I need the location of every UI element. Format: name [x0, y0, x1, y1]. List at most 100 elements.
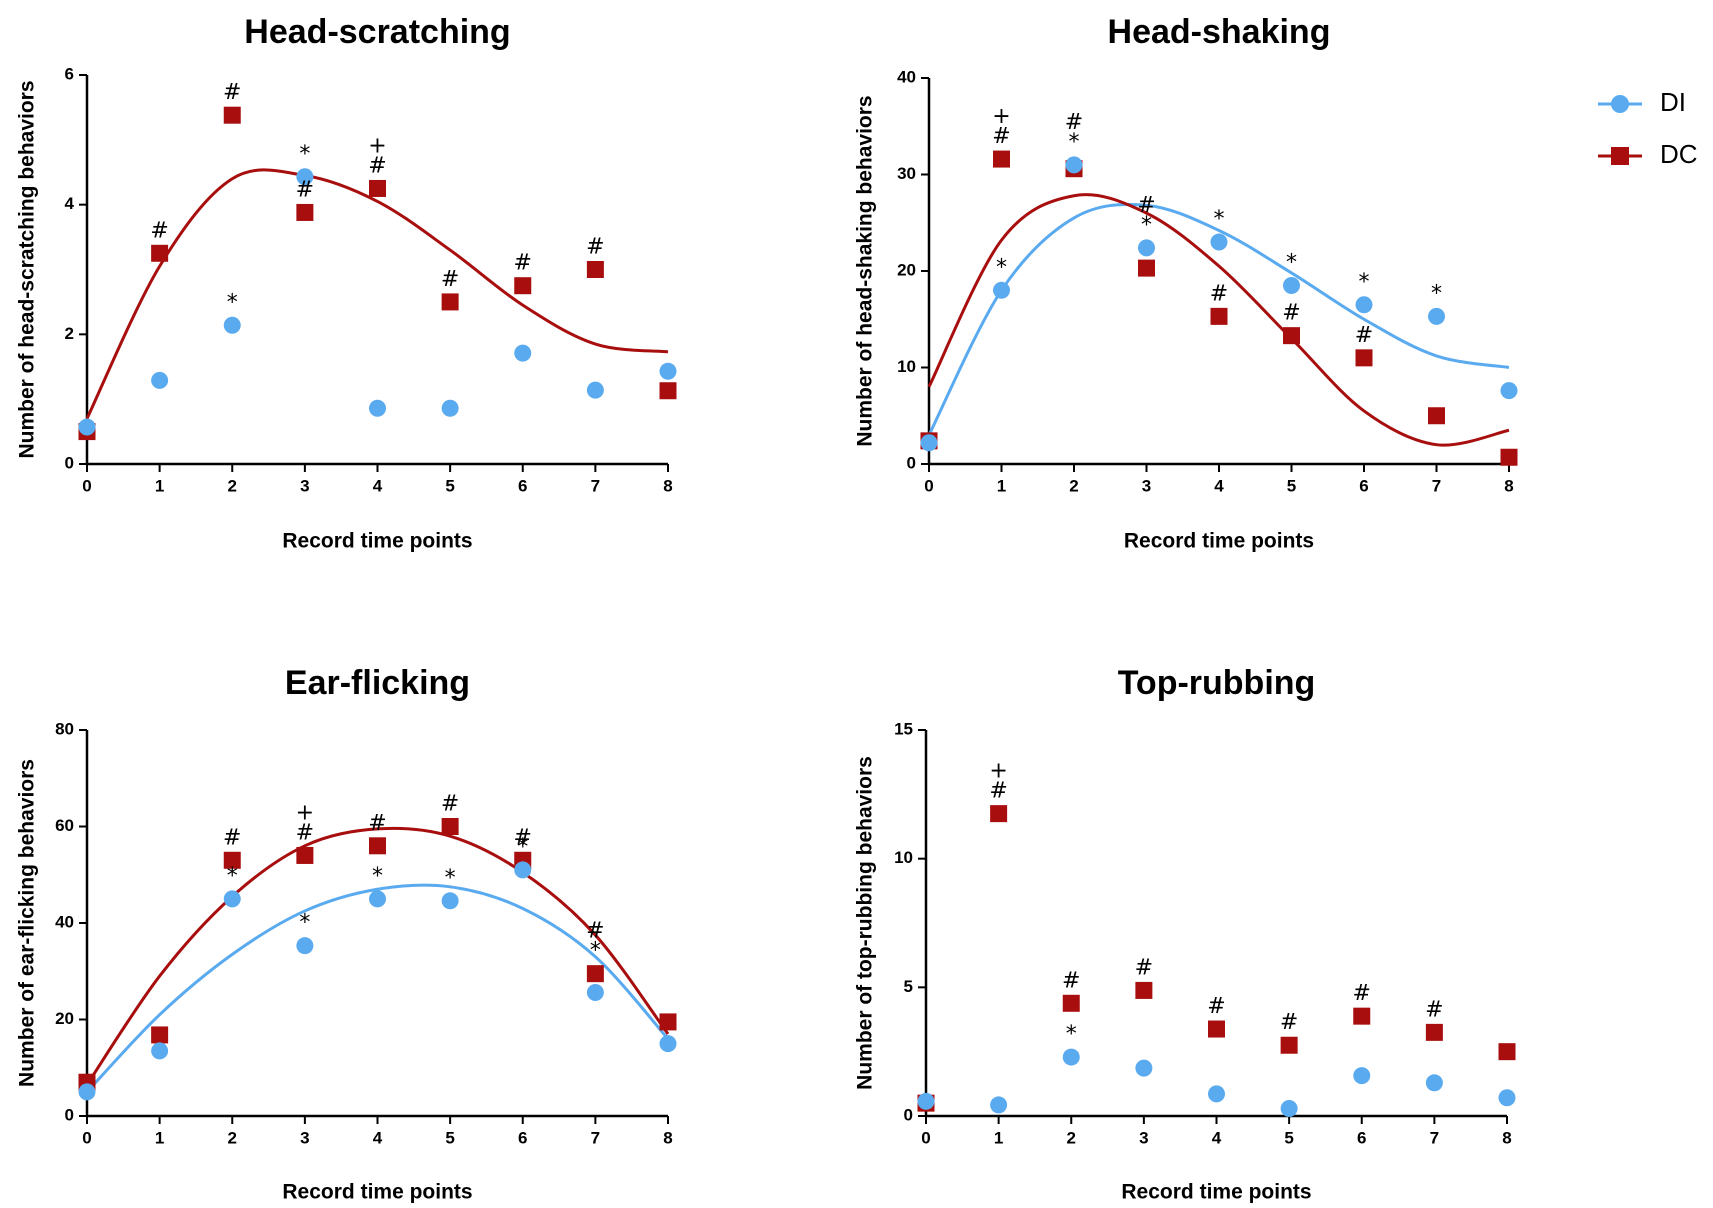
y-tick-label: 4: [65, 194, 75, 213]
data-point-di: [369, 399, 386, 417]
data-point-dc: [993, 150, 1010, 168]
fit-curve-dc: [85, 826, 670, 1086]
data-point-di: [151, 1042, 169, 1060]
data-point-dc: [296, 846, 314, 864]
data-point-dc: [990, 805, 1008, 823]
data-point-dc: [1135, 981, 1153, 999]
data-point-di: [1353, 1067, 1371, 1085]
y-tick-label: 0: [65, 453, 74, 472]
x-tick-label: 7: [591, 1128, 600, 1147]
chart-title: Ear-flicking: [285, 664, 470, 702]
x-tick-label: 0: [921, 1128, 930, 1147]
x-tick-label: 4: [373, 476, 383, 495]
x-tick-label: 3: [300, 476, 309, 495]
significance-marker: *: [299, 911, 310, 936]
x-tick-label: 0: [82, 476, 91, 495]
data-point-di: [1208, 1085, 1225, 1103]
x-tick-label: 3: [1142, 476, 1151, 495]
data-point-di: [1065, 156, 1083, 174]
data-point-di: [223, 890, 241, 908]
data-point-di: [917, 1092, 935, 1110]
legend-marker-di: [1611, 95, 1629, 113]
y-axis-label: Number of ear-flicking behaviors: [16, 759, 39, 1087]
y-axis-label: Number of head-scratching behaviors: [16, 80, 39, 458]
significance-marker: #: [368, 811, 386, 836]
data-point-dc: [369, 179, 386, 197]
data-point-di: [659, 1035, 677, 1053]
significance-marker: *: [1069, 130, 1080, 155]
y-tick-label: 2: [65, 324, 74, 343]
fit-curve-dc: [927, 193, 1510, 447]
chart-ear-flicking: Ear-flicking 0 20 40 60 80 0 1 2 3 4 5 6 7 8 Record tim…: [16, 664, 677, 1204]
chart-head-scratching: Head-scratching 0 2 4 6 0 1 2 3 4 5 6 7 8 Record time …: [16, 13, 677, 553]
significance-marker: #: [1353, 981, 1371, 1006]
chart-title: Head-scratching: [244, 13, 510, 51]
data-point-di: [1062, 1048, 1080, 1066]
significance-marker: #: [223, 80, 241, 105]
significance-marker: *: [1431, 281, 1442, 306]
significance-marker: *: [445, 866, 456, 891]
x-tick-label: 1: [155, 476, 164, 495]
x-tick-label: 8: [1502, 1128, 1511, 1147]
x-tick-label: 5: [1287, 476, 1296, 495]
significance-marker: *: [372, 864, 383, 889]
data-point-dc: [1425, 1023, 1443, 1041]
data-point-di: [296, 937, 314, 955]
x-tick-label: 4: [1214, 476, 1224, 495]
significance-marker: *: [996, 255, 1007, 280]
x-tick-label: 8: [663, 476, 672, 495]
significance-marker: #: [514, 825, 532, 850]
significance-marker: +: [368, 133, 386, 158]
x-tick-label: 4: [373, 1128, 383, 1147]
significance-marker: #: [514, 251, 532, 276]
data-point-dc: [296, 203, 314, 221]
data-point-di: [441, 399, 459, 417]
data-point-dc: [151, 1026, 169, 1044]
x-tick-label: 5: [1284, 1128, 1293, 1147]
x-tick-label: 5: [445, 476, 454, 495]
significance-marker: #: [1210, 281, 1228, 306]
data-point-dc: [1353, 1007, 1371, 1025]
x-tick-label: 1: [155, 1128, 164, 1147]
y-tick-label: 20: [55, 1009, 74, 1028]
significance-marker: #: [296, 820, 314, 845]
x-axis-label: Record time points: [282, 530, 472, 553]
x-tick-label: 3: [1139, 1128, 1148, 1147]
chart-title: Head-shaking: [1108, 13, 1331, 51]
data-point-di: [514, 861, 532, 879]
x-tick-label: 2: [1067, 1128, 1076, 1147]
significance-marker: #: [223, 825, 241, 850]
significance-marker: *: [1066, 1022, 1077, 1047]
x-tick-label: 1: [994, 1128, 1003, 1147]
significance-marker: #: [1062, 968, 1080, 993]
data-point-di: [1280, 1100, 1298, 1118]
data-point-di: [1500, 382, 1518, 400]
y-tick-label: 6: [65, 64, 74, 83]
y-tick-label: 15: [894, 719, 913, 738]
x-tick-label: 2: [228, 476, 237, 495]
data-point-dc: [223, 106, 241, 124]
significance-marker: #: [150, 218, 168, 243]
x-tick-label: 2: [1069, 476, 1078, 495]
significance-marker: #: [1135, 955, 1153, 980]
data-point-dc: [659, 1013, 677, 1031]
data-point-di: [990, 1096, 1008, 1114]
fit-curve-dc: [85, 168, 669, 420]
chart-head-shaking: Head-shaking 0 10 20 30 40 0 1 2 3 4 5 6 7 8 Record tim…: [854, 13, 1518, 553]
data-point-di: [586, 983, 604, 1001]
data-point-dc: [1138, 259, 1155, 277]
data-point-di: [1138, 239, 1155, 257]
significance-marker: #: [586, 235, 604, 260]
data-point-dc: [1208, 1020, 1225, 1038]
significance-marker: #: [368, 153, 386, 178]
significance-marker: #: [992, 124, 1010, 149]
data-point-dc: [1500, 448, 1518, 466]
x-tick-label: 7: [1430, 1128, 1439, 1147]
data-point-di: [78, 1083, 96, 1101]
y-tick-label: 0: [907, 453, 916, 472]
significance-marker: *: [1286, 250, 1297, 275]
data-point-di: [659, 362, 677, 380]
significance-marker: *: [1359, 270, 1370, 295]
y-tick-label: 40: [55, 912, 74, 931]
